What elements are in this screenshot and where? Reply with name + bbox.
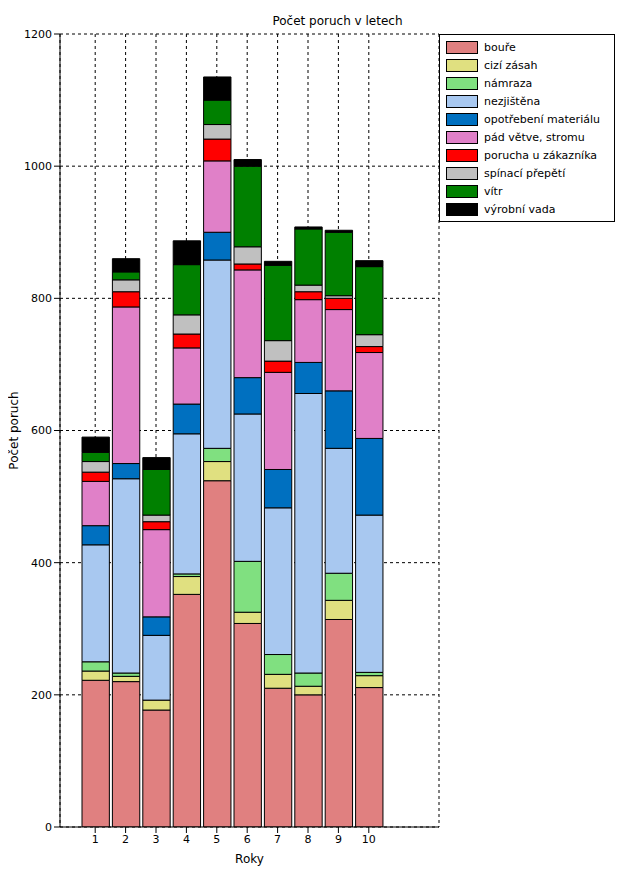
svg-text:Počet poruch: Počet poruch: [8, 391, 21, 469]
svg-text:0: 0: [45, 821, 52, 834]
svg-text:5: 5: [213, 833, 220, 846]
html-text:bouře: bouře: [484, 40, 516, 54]
svg-text:1200: 1200: [24, 28, 52, 41]
svg-text:800: 800: [31, 292, 52, 305]
svg-text:3: 3: [153, 833, 160, 846]
html-text:Počet poruch v letech: Počet poruch v letech: [272, 14, 403, 28]
svg-text:8: 8: [305, 833, 312, 846]
html-text:vítr: vítr: [484, 184, 503, 198]
svg-text:4: 4: [183, 833, 190, 846]
html-text:spínací přepětí: spínací přepětí: [484, 166, 566, 180]
html-text:cizí zásah: cizí zásah: [484, 58, 538, 72]
html-text:výrobní vada: výrobní vada: [484, 202, 556, 216]
svg-text:1000: 1000: [24, 160, 52, 173]
svg-text:200: 200: [31, 689, 52, 702]
svg-text:2: 2: [122, 833, 129, 846]
svg-text:400: 400: [31, 557, 52, 570]
html-text:opotřebení materiálu: opotřebení materiálu: [484, 112, 600, 126]
svg-text:Roky: Roky: [235, 852, 264, 866]
html-text:nezjištěna: nezjištěna: [484, 94, 541, 108]
svg-text:7: 7: [274, 833, 281, 846]
html-text:pád větve, stromu: pád větve, stromu: [484, 130, 585, 144]
html-text:porucha u zákazníka: porucha u zákazníka: [484, 148, 598, 162]
svg-text:1: 1: [92, 833, 99, 846]
svg-text:600: 600: [31, 424, 52, 437]
html-text:námraza: námraza: [484, 76, 533, 90]
svg-text:6: 6: [244, 833, 251, 846]
svg-text:10: 10: [362, 833, 376, 846]
svg-text:9: 9: [335, 833, 342, 846]
